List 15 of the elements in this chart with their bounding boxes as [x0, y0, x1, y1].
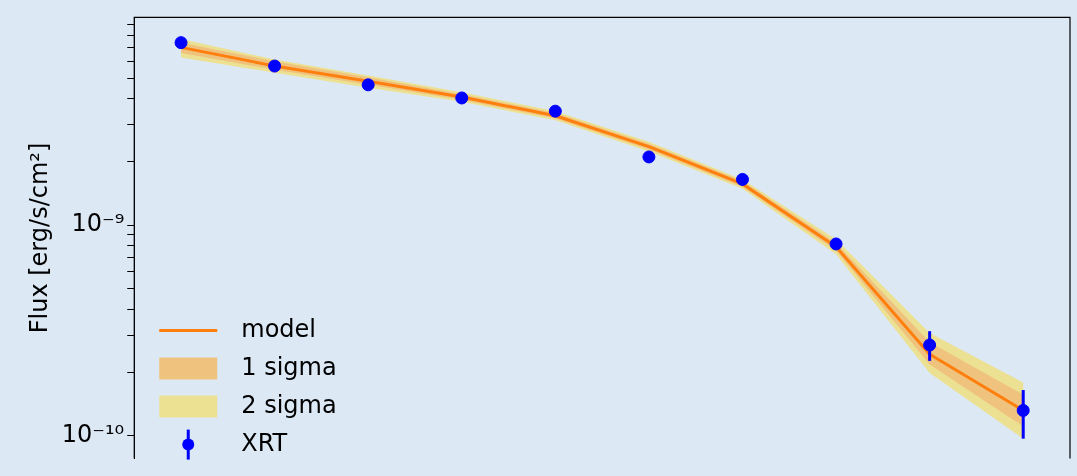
y-tick-label: 10⁻⁹: [71, 209, 125, 238]
legend-label: XRT: [241, 428, 288, 457]
y-axis-title: Flux [erg/s/cm²]: [24, 142, 53, 334]
point: [548, 104, 562, 118]
point: [174, 36, 188, 50]
y-tick-label: 10⁻¹⁰: [61, 420, 125, 449]
point: [268, 59, 282, 73]
legend-label: 1 sigma: [241, 352, 337, 381]
legend-label: 2 sigma: [241, 390, 337, 419]
point: [735, 172, 749, 186]
point: [829, 237, 843, 251]
point: [455, 91, 469, 105]
legend-label: model: [241, 314, 316, 343]
point: [361, 78, 375, 92]
point: [642, 150, 656, 164]
